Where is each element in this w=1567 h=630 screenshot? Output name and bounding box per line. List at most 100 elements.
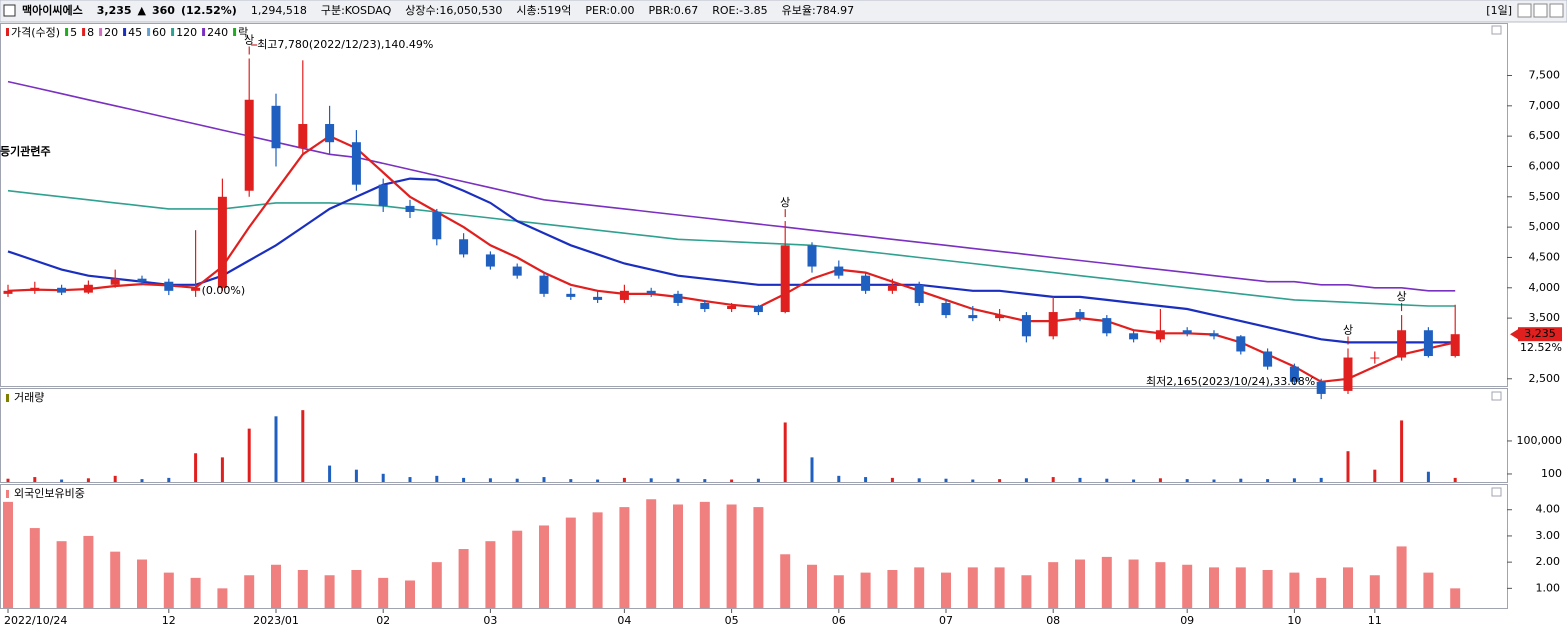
- candle-body: [1263, 351, 1273, 367]
- volume-bar: [247, 428, 251, 482]
- volume-bar: [1373, 469, 1377, 482]
- foreign-bar: [405, 580, 415, 608]
- panel-frames: [0, 23, 1508, 609]
- volume-bar: [488, 478, 492, 482]
- checkbox[interactable]: [3, 4, 16, 17]
- close-button[interactable]: [1549, 3, 1564, 18]
- foreign-bar: [163, 572, 174, 608]
- candle-body: [1289, 366, 1299, 382]
- x-tick-label: 07: [939, 614, 953, 627]
- legend-swatch: [99, 28, 103, 36]
- ma-line: [7, 189, 1456, 307]
- foreign-bar: [941, 572, 951, 608]
- foreign-bar: [539, 525, 549, 608]
- volume-bar: [703, 479, 707, 482]
- candle-body: [887, 284, 897, 291]
- legend-label: 120: [176, 26, 197, 39]
- foreign-bar: [1343, 567, 1353, 608]
- volume-bar: [596, 479, 600, 482]
- foreign-bar: [914, 567, 925, 608]
- x-tick-label: 05: [725, 614, 739, 627]
- volume-bar: [542, 477, 546, 482]
- y-tick-label: 7,500: [1529, 68, 1561, 81]
- candle-body: [1102, 318, 1112, 334]
- candle-body: [378, 184, 388, 206]
- y-tick-label: 3,500: [1529, 311, 1561, 324]
- header-item: 1,294,518: [251, 4, 307, 17]
- foreign-bar: [1396, 546, 1407, 608]
- volume-bar: [1346, 451, 1350, 482]
- foreign-bar: [1048, 562, 1059, 608]
- candle-body: [30, 287, 40, 291]
- panel-button[interactable]: [1491, 391, 1502, 401]
- candle-body: [807, 245, 817, 267]
- legend-swatch: [171, 28, 175, 36]
- legend-label: 락: [238, 26, 248, 39]
- y-tick-label: 3.00: [1536, 529, 1561, 542]
- y-tick-label: 4,500: [1529, 250, 1561, 263]
- foreign-bar: [753, 507, 764, 608]
- foreign-bar: [351, 570, 362, 608]
- panel-title: 외국인보유비중: [14, 487, 85, 500]
- panel-button[interactable]: [1491, 25, 1502, 35]
- volume-bar: [864, 477, 868, 482]
- candle-body: [753, 305, 763, 313]
- volume-bar: [676, 478, 680, 482]
- volume-bar: [783, 422, 787, 482]
- foreign-bar: [244, 575, 255, 608]
- header-item: 구분:KOSDAQ: [321, 4, 392, 17]
- volume-bar: [328, 465, 332, 482]
- volume-bar: [140, 479, 144, 482]
- candle-body: [995, 315, 1005, 319]
- candle-body: [459, 239, 469, 255]
- limit-up-marker: 상: [244, 34, 254, 47]
- y-tick-label: 7,000: [1529, 99, 1561, 112]
- foreign-bar: [1155, 562, 1166, 608]
- candle-body: [941, 302, 951, 316]
- candle-body: [1450, 334, 1460, 357]
- volume-bar: [1292, 478, 1296, 482]
- volume-bar: [1024, 478, 1028, 482]
- candle-body: [1021, 315, 1031, 337]
- volume-bar: [944, 478, 948, 482]
- volume-bar: [462, 477, 466, 482]
- foreign-bar: [29, 528, 40, 608]
- candle-body: [1075, 312, 1085, 319]
- header-item: ROE:-3.85: [712, 4, 767, 17]
- header-item: 3,235: [97, 4, 132, 17]
- panel-button[interactable]: [1491, 487, 1502, 497]
- candle-body: [700, 302, 710, 310]
- header-item: PER:0.00: [585, 4, 634, 17]
- header-item: 맥아이씨에스: [22, 3, 83, 17]
- candle-body: [512, 266, 522, 276]
- foreign-bar: [1182, 564, 1193, 608]
- candle-body: [1397, 330, 1407, 358]
- foreign-bar: [56, 541, 67, 608]
- foreign-bar: [137, 559, 147, 608]
- volume-bar: [515, 478, 519, 482]
- foreign-panel: [0, 484, 1508, 609]
- candle-body: [325, 124, 335, 143]
- candle-body: [861, 275, 871, 291]
- foreign-bar: [324, 575, 335, 608]
- panel-title: 거래량: [14, 391, 44, 404]
- foreign-bar: [592, 512, 603, 608]
- period[interactable]: [1일]: [1486, 3, 1512, 17]
- candle-body: [673, 293, 683, 303]
- candle-body: [593, 296, 603, 300]
- foreign-bar: [1209, 567, 1219, 608]
- candle-body: [834, 266, 844, 276]
- limit-up-marker: 상: [780, 196, 790, 209]
- candle-body: [271, 105, 281, 149]
- legend-swatch: [65, 28, 69, 36]
- candle-body: [1370, 357, 1380, 359]
- minimize-button[interactable]: [1517, 3, 1532, 18]
- candle-body: [351, 142, 361, 185]
- restore-button[interactable]: [1533, 3, 1548, 18]
- foreign-bar: [887, 570, 898, 608]
- legend-swatch: [233, 28, 237, 36]
- y-tick-label: 5,000: [1529, 220, 1561, 233]
- current-change-label: 12.52%: [1520, 341, 1562, 354]
- candle-body: [191, 287, 201, 291]
- volume-bar: [1319, 477, 1323, 482]
